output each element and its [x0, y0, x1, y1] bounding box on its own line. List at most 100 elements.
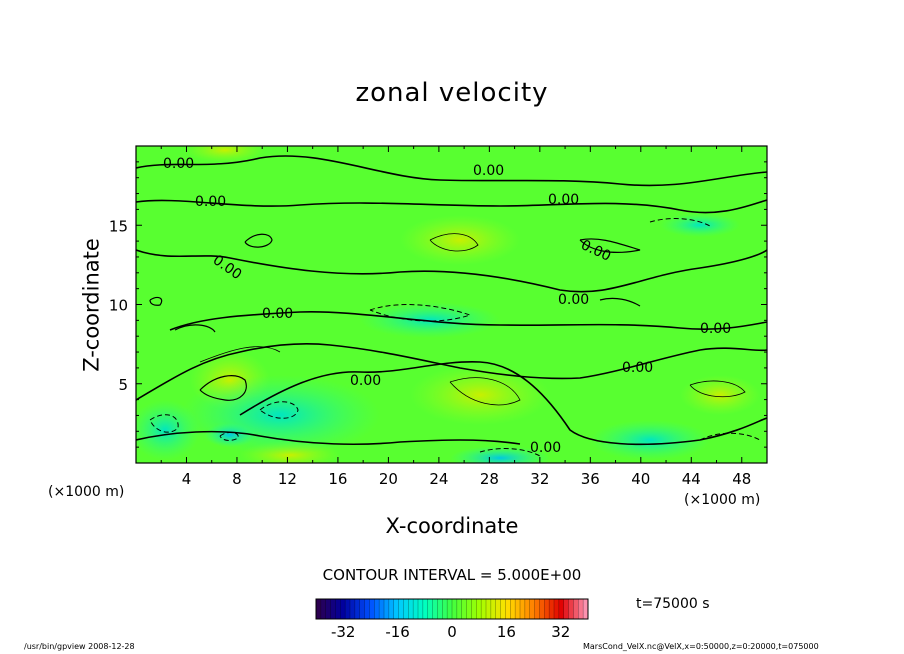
contour-line: [174, 324, 216, 333]
x-tick-label: 48: [732, 470, 751, 488]
colorbar-cell: [481, 599, 487, 619]
colorbar-cell: [490, 599, 497, 619]
colorbar-cell: [320, 599, 327, 619]
colorbar-cell: [330, 599, 336, 619]
colorbar-cell: [408, 599, 414, 619]
field-blob: [136, 400, 200, 460]
colorbar-cell: [335, 599, 341, 619]
contour-label: 0.00: [530, 440, 561, 456]
x-axis-unit-right: (×1000 m): [684, 492, 761, 508]
field-blob: [590, 420, 710, 460]
contour-label: 0.00: [548, 192, 579, 208]
contour-line: [136, 343, 767, 401]
colorbar-cell: [554, 599, 560, 619]
colorbar-cell: [379, 599, 385, 619]
colorbar-cell: [558, 599, 565, 619]
contour-label: 0.00: [350, 373, 381, 389]
colorbar-cell: [437, 599, 443, 619]
x-axis-unit-left: (×1000 m): [48, 484, 125, 500]
contour-line: [699, 432, 761, 441]
colorbar-cell: [568, 599, 574, 619]
contour-line: [579, 238, 641, 253]
contour-interval-label: CONTOUR INTERVAL = 5.000E+00: [322, 566, 582, 584]
colorbar-cell: [369, 599, 375, 619]
colorbar-cell: [534, 599, 540, 619]
colorbar-cell: [573, 599, 579, 619]
colorbar-cell: [505, 599, 511, 619]
contour-line: [259, 401, 299, 419]
x-axis-label: X-coordinate: [385, 514, 519, 538]
colorbar-frame: [315, 598, 589, 620]
colorbar-cell: [529, 599, 536, 619]
time-label: t=75000 s: [636, 596, 710, 612]
colorbar-cell: [456, 599, 463, 619]
colorbar-cell: [583, 599, 589, 619]
colorbar-cell: [452, 599, 458, 619]
colorbar: -32 -16 0 16 32: [315, 598, 589, 641]
contour-line: [649, 218, 711, 227]
x-tick-label: 12: [278, 470, 297, 488]
contour-line: [449, 377, 521, 406]
contour-lines: [136, 155, 767, 457]
contour-line: [136, 199, 767, 214]
colorbar-cell: [539, 599, 545, 619]
contour-label: 0.00: [622, 360, 653, 376]
colorbar-cell: [476, 599, 482, 619]
colorbar-tick-label: 32: [551, 623, 570, 641]
colorbar-cell: [384, 599, 390, 619]
colorbar-cell: [471, 599, 477, 619]
x-tick-label: 40: [631, 470, 650, 488]
colorbar-cell: [418, 599, 424, 619]
colorbar-cell: [345, 599, 351, 619]
colorbar-cell: [393, 599, 400, 619]
colorbar-cell: [520, 599, 526, 619]
contour-line: [219, 431, 239, 441]
contour-line: [199, 346, 281, 363]
contour-line: [369, 304, 472, 322]
y-tick-label: 10: [109, 297, 128, 315]
field-blob: [400, 215, 520, 265]
contour-line: [689, 380, 746, 398]
field-blob: [410, 365, 550, 425]
x-tick-label: 8: [232, 470, 242, 488]
field-blob: [185, 146, 265, 162]
chart-title: zonal velocity: [355, 78, 549, 108]
colorbar-cell: [447, 599, 453, 619]
colorbar-cell: [398, 599, 404, 619]
colorbar-cell: [563, 599, 570, 619]
field-blob: [205, 423, 255, 447]
colorbar-cell: [388, 599, 395, 619]
colorbar-cell: [325, 599, 332, 619]
colorbar-tick-label: 16: [497, 623, 516, 641]
x-tick-label: 32: [530, 470, 549, 488]
colorbar-cell: [486, 599, 492, 619]
colorbar-cell: [432, 599, 438, 619]
contour-line: [136, 155, 767, 187]
contour-line: [599, 297, 641, 307]
colorbar-cell: [510, 599, 516, 619]
field-blob: [660, 213, 740, 237]
colorbar-tick-label: 0: [447, 623, 457, 641]
contour-line: [244, 233, 273, 248]
colorbar-cell: [316, 599, 322, 619]
footer-source: MarsCond_VelX.nc@VelX,x=0:50000,z=0:2000…: [583, 642, 819, 651]
colorbar-cell: [427, 599, 434, 619]
colorbar-cell: [359, 599, 366, 619]
colorbar-cell: [495, 599, 502, 619]
colorbar-cell: [422, 599, 429, 619]
y-tick-label: 15: [109, 217, 128, 235]
colorbar-cell: [461, 599, 468, 619]
field-blob: [680, 375, 760, 415]
colorbar-cell: [442, 599, 448, 619]
field-blob: [360, 302, 500, 338]
contour-label: 0.00: [262, 306, 293, 322]
colorbar-cell: [515, 599, 521, 619]
contour-line: [239, 361, 767, 446]
colorbar-cell: [466, 599, 472, 619]
x-tick-label: 36: [581, 470, 600, 488]
colorbar-tick-label: -16: [385, 623, 410, 641]
contour-line: [199, 375, 247, 401]
contour-line: [149, 296, 163, 306]
y-tick-label: 5: [118, 376, 128, 394]
x-tick-label: 16: [328, 470, 347, 488]
